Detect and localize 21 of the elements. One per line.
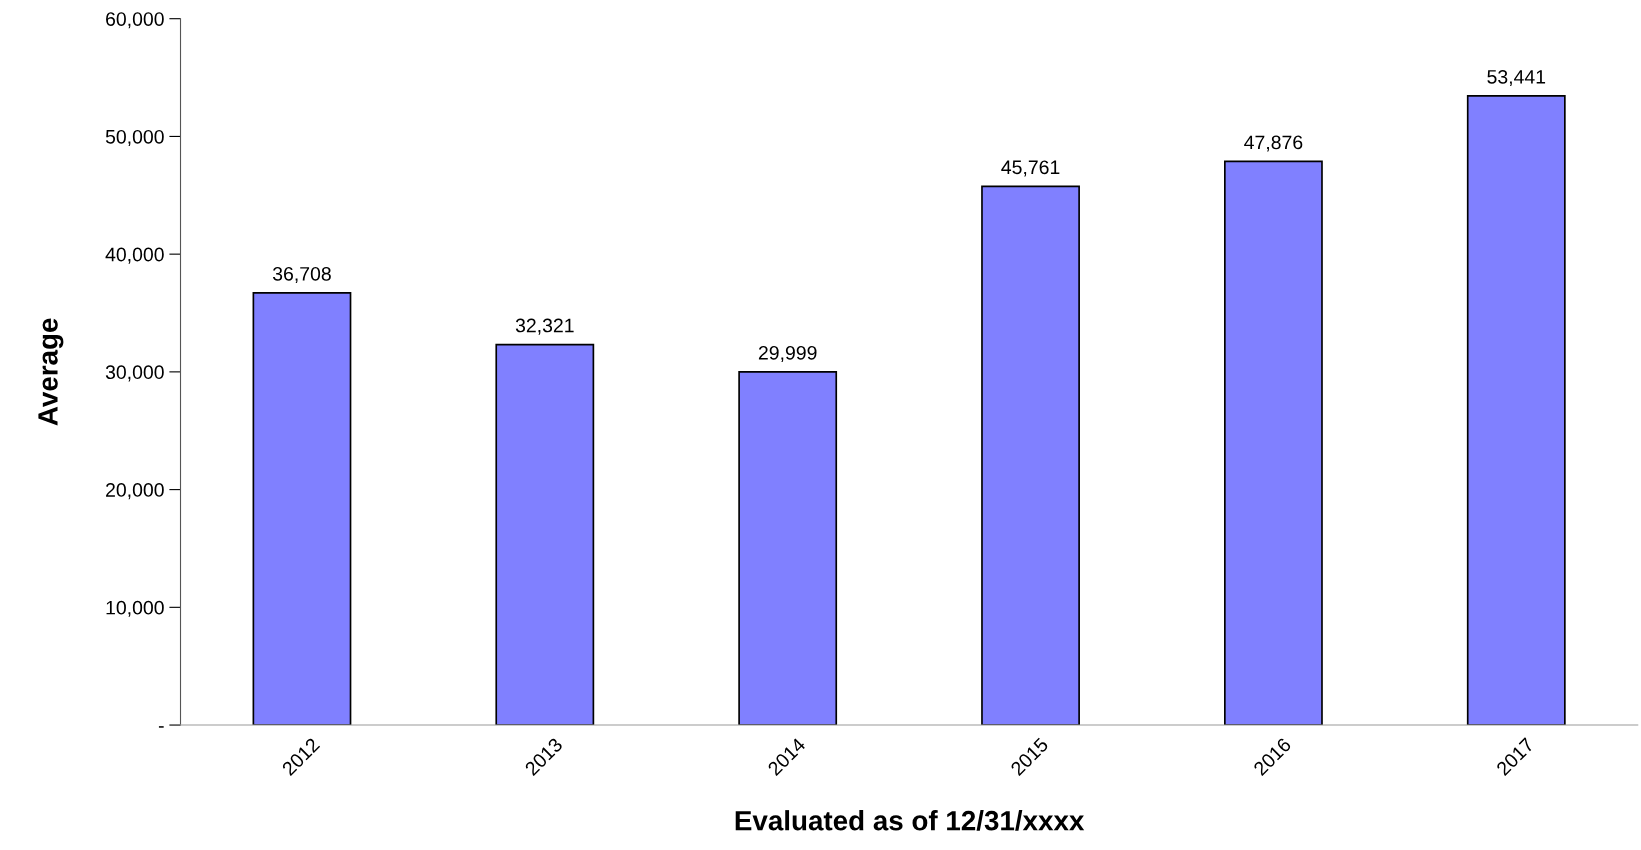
- x-axis-title: Evaluated as of 12/31/xxxx: [735, 810, 1085, 831]
- bar: [495, 343, 595, 726]
- data-label: 47,876: [1244, 135, 1303, 152]
- data-label: 29,999: [758, 345, 817, 363]
- y-tick-label: -: [158, 726, 164, 728]
- bar: [738, 371, 838, 726]
- data-label: 53,441: [1487, 69, 1546, 87]
- y-tick-label: 40,000: [105, 247, 164, 264]
- bar: [981, 185, 1080, 726]
- y-tick-label: 50,000: [105, 129, 164, 146]
- data-label: 45,761: [1001, 160, 1060, 177]
- y-tick-label: 10,000: [106, 600, 164, 617]
- y-tick-label: 20,000: [106, 483, 164, 500]
- y-tick-label: 60,000: [106, 12, 164, 29]
- y-axis-title: Average: [38, 318, 64, 426]
- bar: [1224, 160, 1323, 726]
- data-label: 32,321: [515, 318, 574, 335]
- bar: [1466, 95, 1566, 726]
- bar: [252, 292, 352, 726]
- y-tick-label: 30,000: [105, 365, 164, 382]
- data-label: 36,708: [272, 266, 331, 284]
